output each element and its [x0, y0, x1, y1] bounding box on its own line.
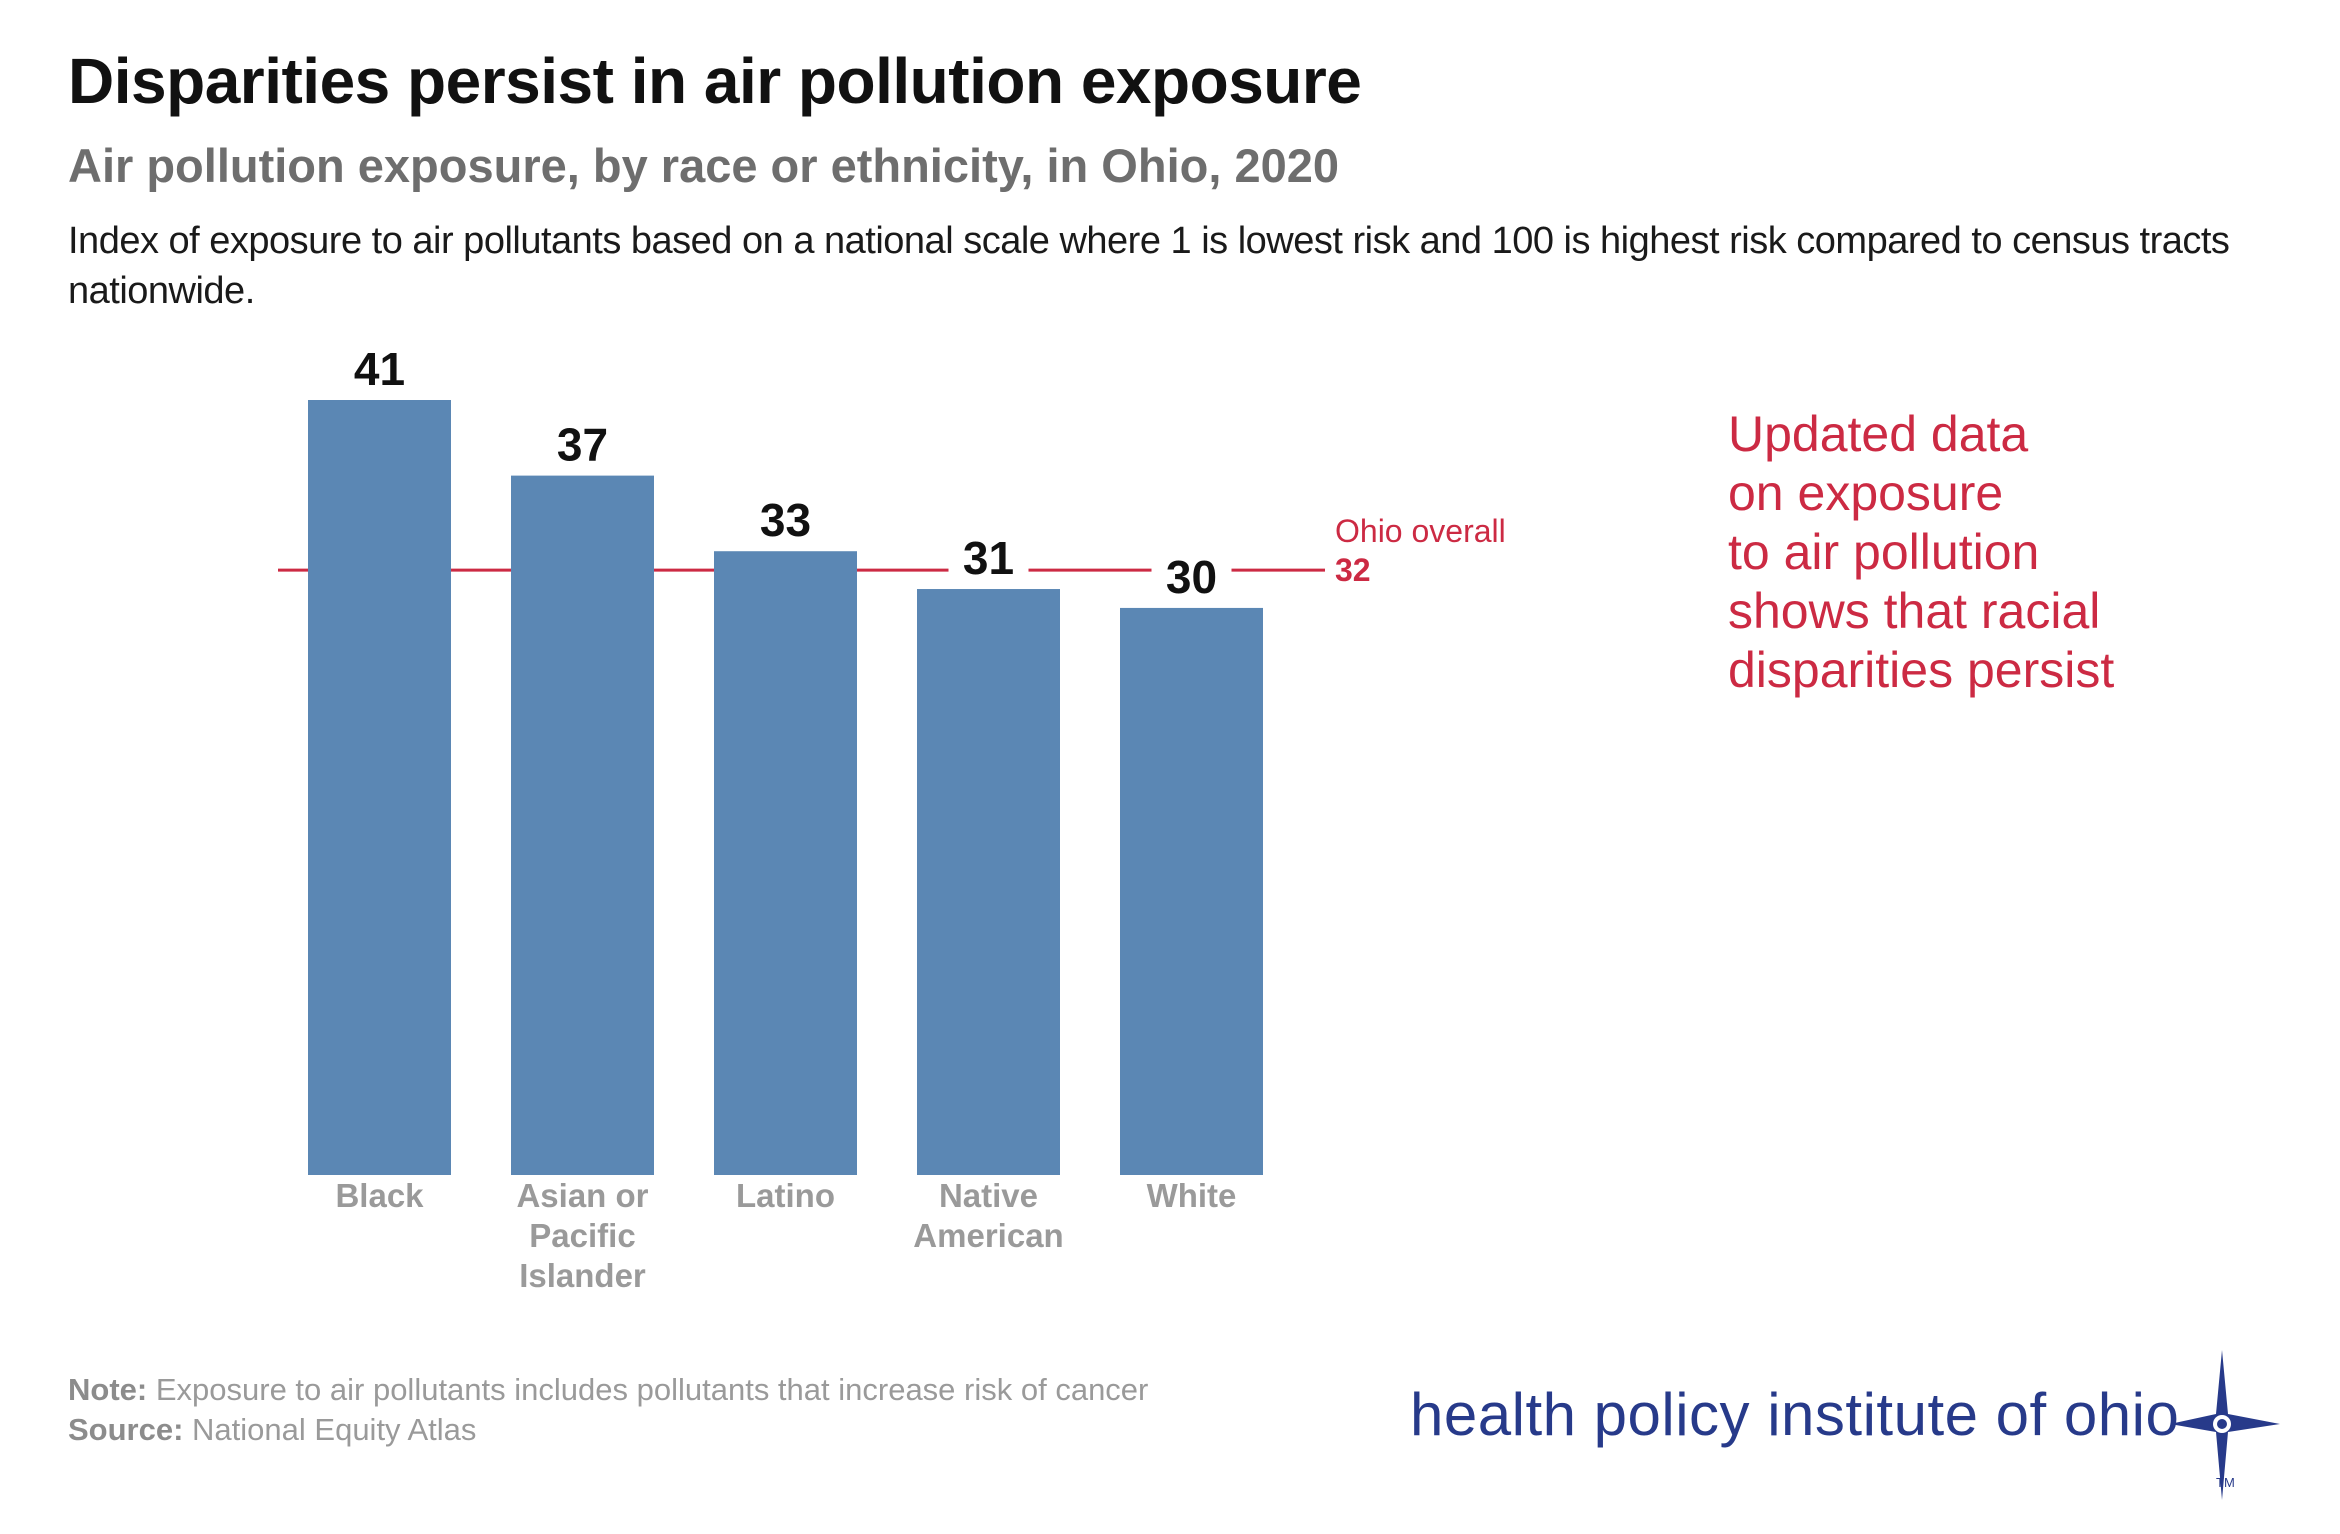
source-text: National Equity Atlas: [192, 1412, 477, 1447]
callout-line: on exposure: [1728, 465, 2004, 521]
logo-text: health policy institute of ohio: [1410, 1381, 2180, 1448]
value-label-backing: [1151, 548, 1232, 601]
category-label: American: [913, 1217, 1063, 1254]
trademark-mark: TM: [2216, 1475, 2235, 1490]
category-label: White: [1147, 1177, 1237, 1214]
chart-title: Disparities persist in air pollution exp…: [68, 45, 1362, 117]
category-label: Black: [335, 1177, 424, 1214]
reference-value-label: 32: [1335, 552, 1371, 588]
footnotes: Note: Exposure to air pollutants include…: [68, 1370, 1148, 1450]
bar: [917, 589, 1060, 1175]
bar-value-label: 41: [354, 343, 405, 395]
bar: [1120, 607, 1263, 1175]
bar: [511, 475, 654, 1175]
note-line: Note: Exposure to air pollutants include…: [68, 1370, 1148, 1410]
bar-value-label: 30: [1166, 551, 1217, 603]
callout-text: Updated data on exposure to air pollutio…: [1728, 405, 2228, 700]
callout-line: Updated data: [1728, 406, 2029, 462]
callout-line: to air pollution: [1728, 524, 2040, 580]
source-line: Source: National Equity Atlas: [68, 1410, 1148, 1450]
value-label-backing: [948, 530, 1029, 583]
bar-value-label: 33: [760, 494, 811, 546]
chart-subtitle: Air pollution exposure, by race or ethni…: [68, 139, 1340, 192]
bar-value-label: 31: [963, 532, 1014, 584]
note-text: Exposure to air pollutants includes poll…: [155, 1372, 1149, 1407]
bar: [308, 400, 451, 1175]
compass-star-icon: [2170, 1350, 2280, 1500]
category-label: Pacific: [529, 1217, 635, 1254]
hpio-logo: health policy institute of ohio TM: [1410, 1350, 2310, 1512]
reference-label: Ohio overall: [1335, 513, 1506, 549]
bar-value-label: 37: [557, 419, 608, 471]
callout-line: disparities persist: [1728, 642, 2115, 698]
chart-description: Index of exposure to air pollutants base…: [68, 220, 2230, 312]
callout-line: shows that racial: [1728, 583, 2101, 639]
category-label: Native: [939, 1177, 1038, 1214]
category-label: Asian or: [516, 1177, 648, 1214]
source-label: Source:: [68, 1412, 184, 1447]
category-label: Latino: [736, 1177, 835, 1214]
note-label: Note:: [68, 1372, 148, 1407]
bar: [714, 551, 857, 1175]
category-label: Islander: [519, 1257, 646, 1294]
